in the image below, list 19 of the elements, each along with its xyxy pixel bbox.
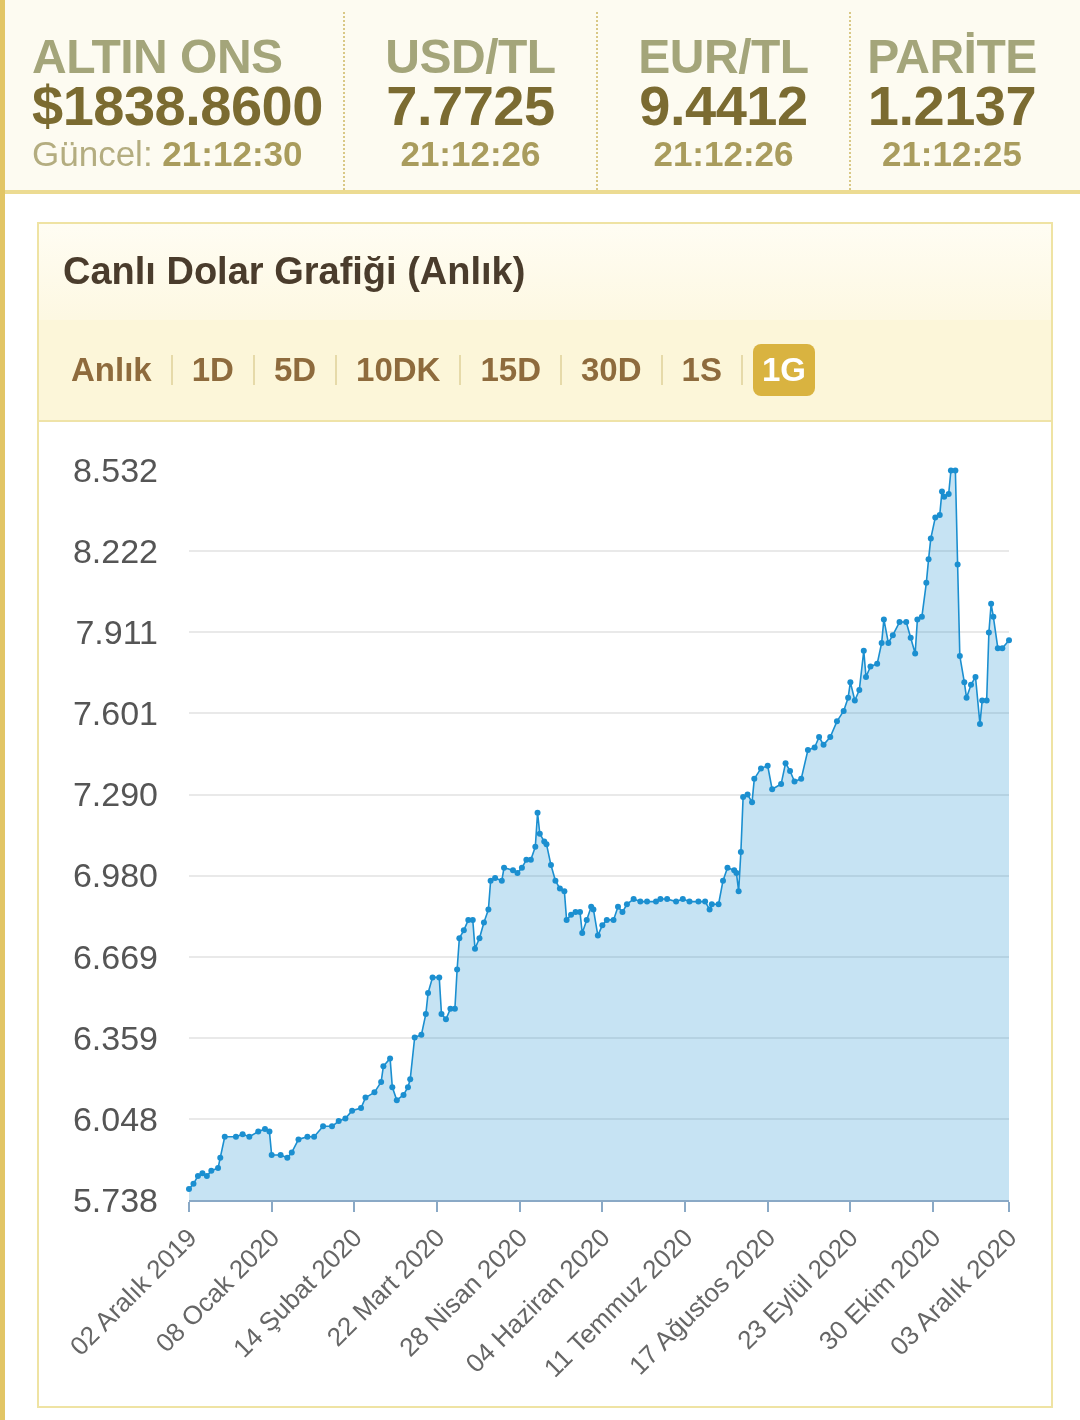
y-tick-label: 7.601 xyxy=(72,694,158,733)
range-button[interactable]: 30D xyxy=(572,344,651,396)
range-button[interactable]: Anlık xyxy=(62,344,161,396)
y-tick-label: 6.048 xyxy=(72,1099,158,1138)
chart-title: Canlı Dolar Grafiği (Anlık) xyxy=(63,250,526,293)
y-tick-label: 7.290 xyxy=(72,775,158,814)
y-tick-label: 6.669 xyxy=(72,937,158,976)
y-tick-label: 5.738 xyxy=(72,1180,158,1219)
text: Güncel: 21:12:30 xyxy=(32,134,303,173)
range-button[interactable]: 10DK xyxy=(347,344,450,396)
range-button[interactable]: 5D xyxy=(264,344,326,396)
range-button[interactable]: 1S xyxy=(672,344,731,396)
y-tick-label: 8.222 xyxy=(72,531,158,570)
range-button[interactable]: 15D xyxy=(471,344,550,396)
y-tick-label: 6.980 xyxy=(72,856,158,895)
y-tick-label: 6.359 xyxy=(72,1018,158,1057)
range-button[interactable]: 1D xyxy=(182,344,243,396)
y-tick-label: 7.911 xyxy=(75,613,158,652)
y-tick-label: 8.532 xyxy=(72,450,158,489)
